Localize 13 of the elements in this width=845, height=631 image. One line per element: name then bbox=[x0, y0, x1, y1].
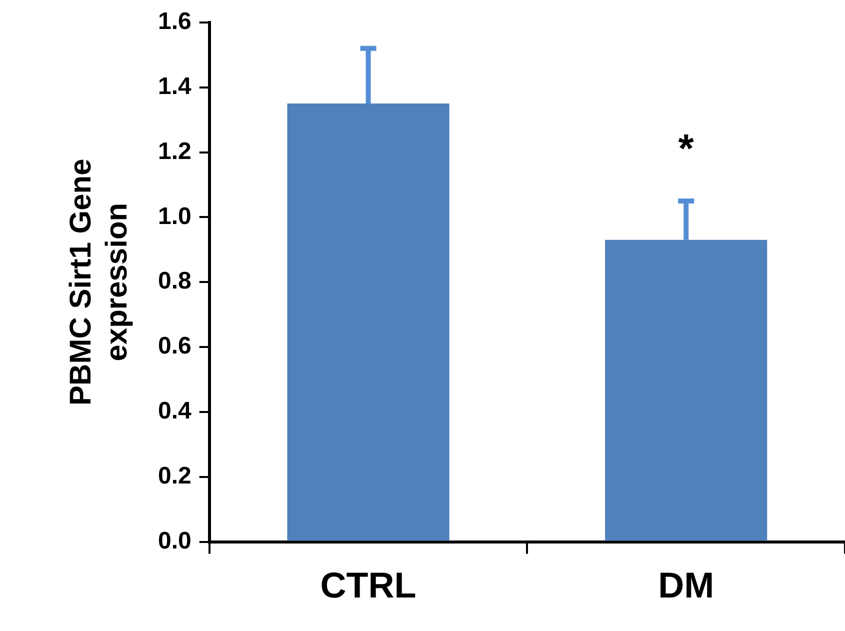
y-tick-label: 1.4 bbox=[158, 72, 192, 100]
y-tick-label: 1.2 bbox=[158, 138, 192, 165]
y-tick-label: 1.6 bbox=[158, 8, 192, 36]
y-tick-label: 0.8 bbox=[158, 268, 192, 295]
annotation: * bbox=[678, 126, 694, 171]
y-tick-label: 0.2 bbox=[158, 462, 192, 490]
y-tick-label: 0.0 bbox=[158, 527, 192, 554]
y-axis-title: PBMC Sirt1 Gene expression bbox=[64, 158, 134, 406]
y-tick-label: 0.4 bbox=[158, 398, 192, 425]
x-tick-label: CTRL bbox=[320, 564, 416, 606]
y-tick-label: 1.0 bbox=[158, 202, 192, 230]
y-tick-label: 0.6 bbox=[158, 332, 192, 360]
x-tick-label: DM bbox=[658, 564, 714, 606]
